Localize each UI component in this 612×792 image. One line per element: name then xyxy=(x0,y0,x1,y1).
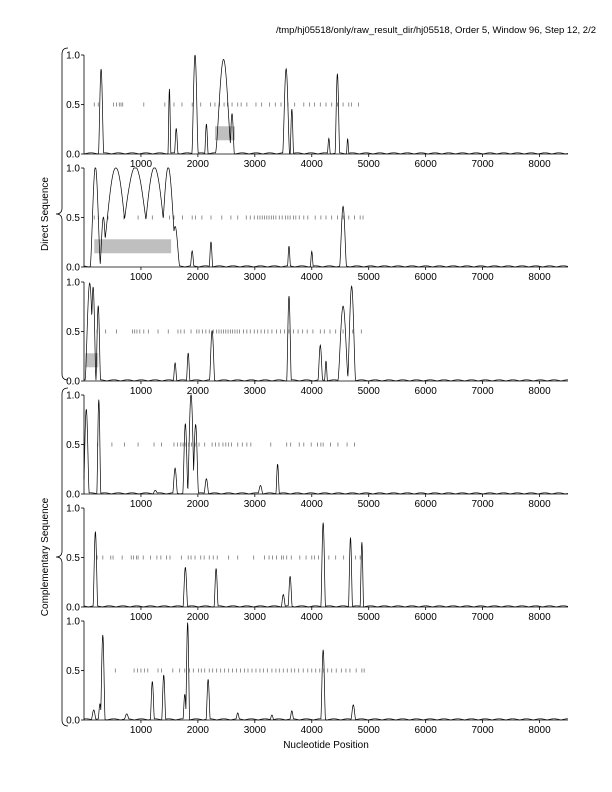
x-tick-label: 5000 xyxy=(358,272,381,283)
x-tick-label: 1000 xyxy=(130,499,153,510)
x-tick-label: 4000 xyxy=(301,386,324,397)
panel-4: 0.0 0.5 1.0 1000 2000 3000 4000 5000 6000 7000 800… xyxy=(66,391,569,510)
y-tick-label: 0.0 xyxy=(66,263,80,274)
x-tick-label: 1000 xyxy=(130,272,153,283)
y-tick-label: 0.5 xyxy=(66,553,80,564)
orf-box xyxy=(94,239,172,254)
y-tick-label: 0.5 xyxy=(66,440,80,451)
y-tick-label: 0.5 xyxy=(66,327,80,338)
y-tick-label: 1.0 xyxy=(66,617,80,628)
group-brackets: Direct Sequence Complementary Sequence xyxy=(40,47,69,727)
x-tick-label: 3000 xyxy=(244,159,267,170)
complementary-sequence-label: Complementary Sequence xyxy=(40,497,51,616)
x-tick-label: 1000 xyxy=(130,386,153,397)
probability-line xyxy=(83,394,569,495)
x-tick-label: 5000 xyxy=(358,159,381,170)
x-tick-label: 1000 xyxy=(130,159,153,170)
codon-marks xyxy=(93,215,364,220)
x-tick-label: 2000 xyxy=(187,499,210,510)
y-tick-label: 0.0 xyxy=(66,603,80,614)
x-tick-label: 7000 xyxy=(471,725,494,736)
x-tick-label: 5000 xyxy=(358,612,381,623)
x-tick-label: 3000 xyxy=(244,612,267,623)
x-tick-label: 4000 xyxy=(301,725,324,736)
x-tick-label: 6000 xyxy=(415,612,438,623)
group-bracket xyxy=(55,47,69,381)
panels-layer: 0.0 0.5 1.0 1000 2000 3000 4000 5000 6000 7000 800… xyxy=(66,51,569,736)
panel-1: 0.0 0.5 1.0 1000 2000 3000 4000 5000 6000 7000 800… xyxy=(66,51,569,170)
x-tick-label: 7000 xyxy=(471,499,494,510)
x-tick-label: 8000 xyxy=(528,272,551,283)
y-tick-label: 0.5 xyxy=(66,213,80,224)
x-tick-label: 7000 xyxy=(471,272,494,283)
direct-sequence-label: Direct Sequence xyxy=(40,177,51,251)
y-tick-label: 0.0 xyxy=(66,716,80,727)
y-tick-label: 1.0 xyxy=(66,278,80,289)
y-tick-label: 0.0 xyxy=(66,150,80,161)
codon-marks xyxy=(97,442,355,447)
y-tick-label: 0.0 xyxy=(66,490,80,501)
x-tick-label: 4000 xyxy=(301,499,324,510)
x-tick-label: 6000 xyxy=(415,499,438,510)
y-tick-label: 0.5 xyxy=(66,666,80,677)
codon-marks xyxy=(93,102,359,107)
x-tick-label: 4000 xyxy=(301,272,324,283)
x-tick-label: 2000 xyxy=(187,725,210,736)
x-tick-label: 4000 xyxy=(301,159,324,170)
codon-marks xyxy=(96,329,362,334)
y-tick-label: 0.5 xyxy=(66,100,80,111)
x-tick-label: 8000 xyxy=(528,386,551,397)
panel-6: 0.0 0.5 1.0 1000 2000 3000 4000 5000 6000 7000 800… xyxy=(66,617,568,736)
group-bracket xyxy=(55,387,69,727)
x-tick-label: 3000 xyxy=(244,499,267,510)
x-tick-label: 2000 xyxy=(187,386,210,397)
panel-2: 0.0 0.5 1.0 1000 2000 3000 4000 5000 6000 7000 800… xyxy=(66,164,569,283)
x-tick-label: 6000 xyxy=(415,159,438,170)
y-tick-label: 1.0 xyxy=(66,504,80,515)
x-tick-label: 6000 xyxy=(415,386,438,397)
probability-line xyxy=(83,622,568,721)
codon-marks xyxy=(96,555,361,560)
x-tick-label: 2000 xyxy=(187,612,210,623)
panel-5: 0.0 0.5 1.0 1000 2000 3000 4000 5000 6000 7000 800… xyxy=(66,504,569,623)
x-tick-label: 5000 xyxy=(358,725,381,736)
x-tick-label: 7000 xyxy=(471,612,494,623)
x-axis-label: Nucleotide Position xyxy=(283,740,369,751)
x-tick-label: 8000 xyxy=(528,499,551,510)
y-tick-label: 1.0 xyxy=(66,391,80,402)
x-tick-label: 8000 xyxy=(528,159,551,170)
x-tick-label: 2000 xyxy=(187,272,210,283)
x-tick-label: 6000 xyxy=(415,725,438,736)
probability-line xyxy=(83,54,569,155)
x-tick-label: 3000 xyxy=(244,386,267,397)
x-tick-label: 3000 xyxy=(244,725,267,736)
x-tick-label: 5000 xyxy=(358,499,381,510)
y-tick-label: 1.0 xyxy=(66,51,80,62)
x-tick-label: 8000 xyxy=(528,612,551,623)
x-tick-label: 6000 xyxy=(415,272,438,283)
probability-line xyxy=(83,282,568,382)
x-tick-label: 5000 xyxy=(358,386,381,397)
x-tick-label: 3000 xyxy=(244,272,267,283)
x-tick-label: 7000 xyxy=(471,386,494,397)
x-tick-label: 4000 xyxy=(301,612,324,623)
codon-marks xyxy=(114,668,365,673)
chart-title: /tmp/hj05518/only/raw_result_dir/hj05518… xyxy=(275,25,596,36)
x-tick-label: 8000 xyxy=(528,725,551,736)
x-tick-label: 2000 xyxy=(187,159,210,170)
x-tick-label: 1000 xyxy=(130,725,153,736)
probability-line xyxy=(83,522,569,608)
panel-3: 0.0 0.5 1.0 1000 2000 3000 4000 5000 6000 7000 800… xyxy=(66,278,568,397)
y-tick-label: 1.0 xyxy=(66,164,80,175)
x-tick-label: 7000 xyxy=(471,159,494,170)
y-tick-label: 0.0 xyxy=(66,377,80,388)
x-tick-label: 1000 xyxy=(130,612,153,623)
